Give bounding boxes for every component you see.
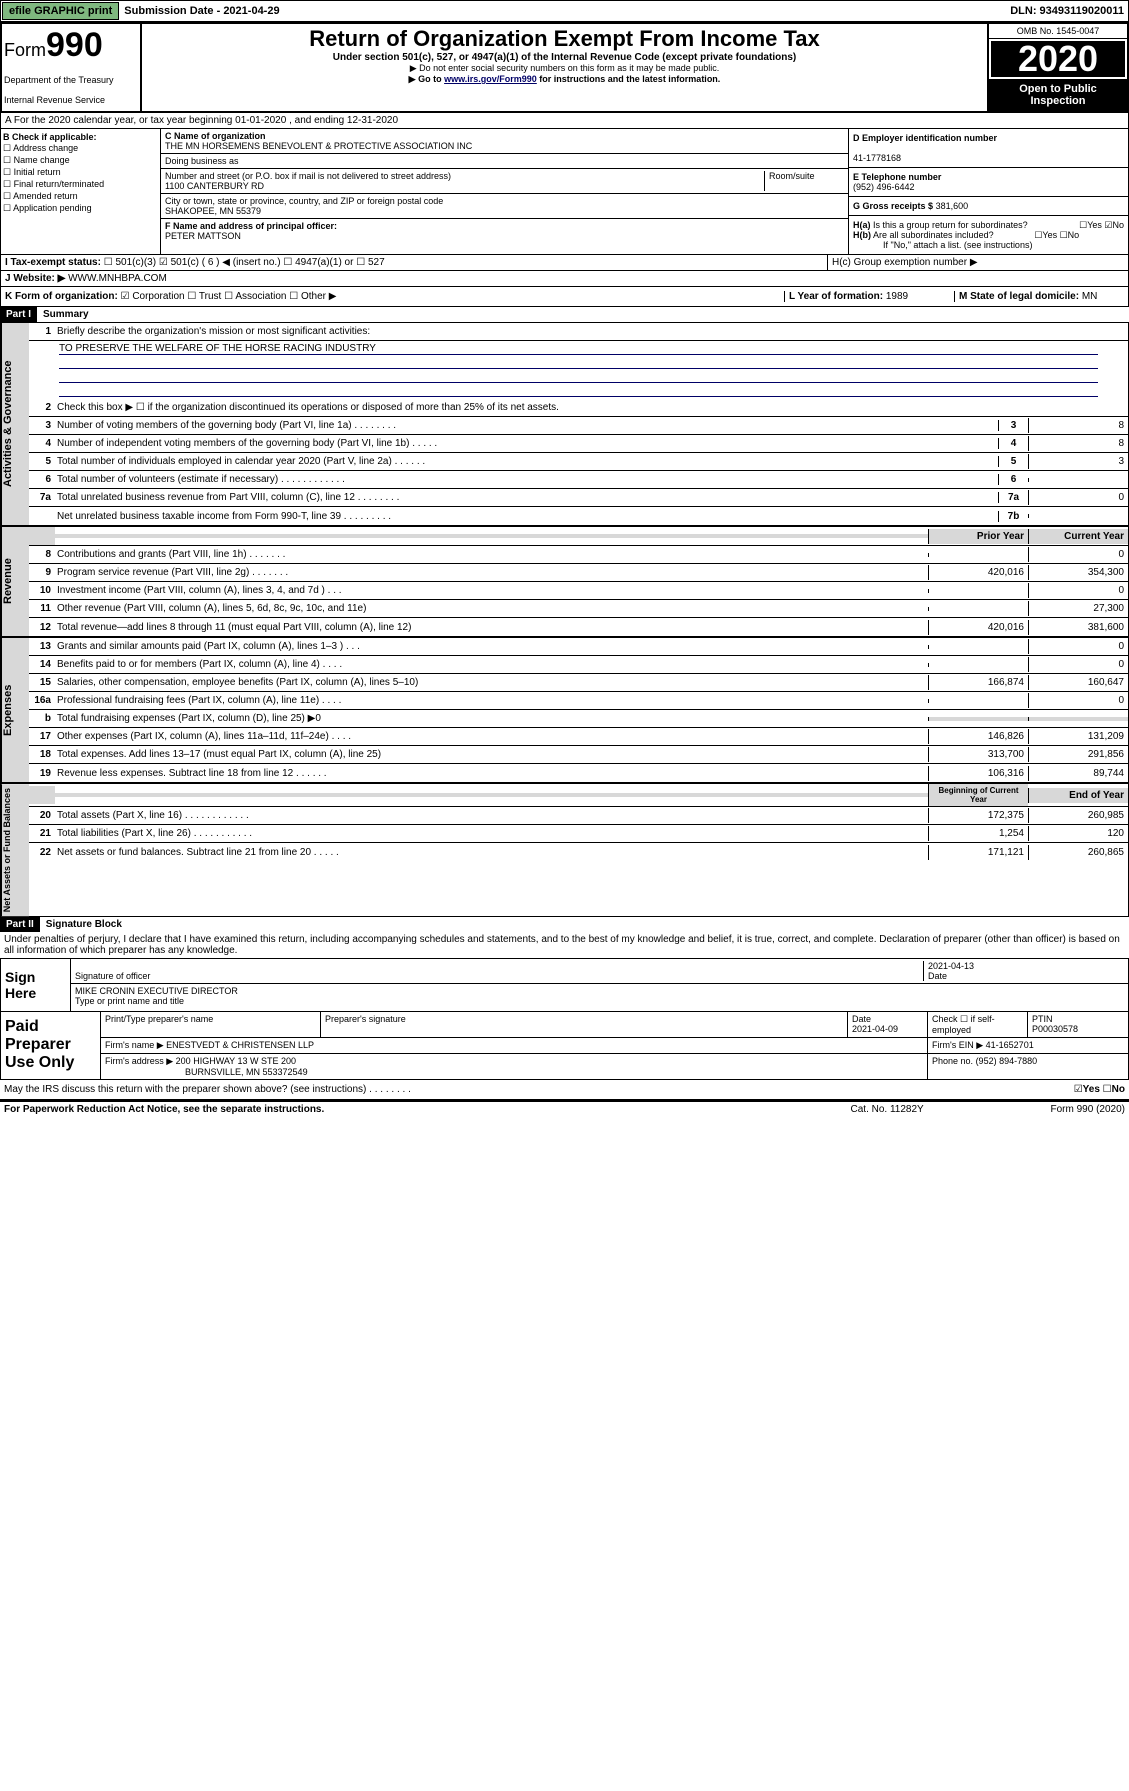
website[interactable]: WWW.MNHBPA.COM <box>68 273 167 284</box>
line-12: 12Total revenue—add lines 8 through 11 (… <box>29 618 1128 636</box>
line-9: 9Program service revenue (Part VIII, lin… <box>29 564 1128 582</box>
line-20: 20Total assets (Part X, line 16) . . . .… <box>29 807 1128 825</box>
form-number: Form990 <box>4 26 138 65</box>
open-public: Open to PublicInspection <box>989 79 1127 111</box>
line-21: 21Total liabilities (Part X, line 26) . … <box>29 825 1128 843</box>
dln: DLN: 93493119020011 <box>1010 5 1128 17</box>
top-bar: efile GRAPHIC print Submission Date - 20… <box>0 0 1129 22</box>
section-expenses: Expenses 13Grants and similar amounts pa… <box>0 637 1129 783</box>
subtitle-2: ▶ Do not enter social security numbers o… <box>146 63 983 74</box>
line-8: 8Contributions and grants (Part VIII, li… <box>29 546 1128 564</box>
line-6: 6Total number of volunteers (estimate if… <box>29 471 1128 489</box>
perjury: Under penalties of perjury, I declare th… <box>0 932 1129 958</box>
footer: For Paperwork Reduction Act Notice, see … <box>0 1101 1129 1117</box>
signature-block: Sign Here Signature of officer2021-04-13… <box>0 958 1129 1080</box>
row-i: I Tax-exempt status: ☐ 501(c)(3) ☑ 501(c… <box>0 255 1129 271</box>
line-18: 18Total expenses. Add lines 13–17 (must … <box>29 746 1128 764</box>
subtitle-1: Under section 501(c), 527, or 4947(a)(1)… <box>146 52 983 63</box>
line-22: 22Net assets or fund balances. Subtract … <box>29 843 1128 861</box>
line-19: 19Revenue less expenses. Subtract line 1… <box>29 764 1128 782</box>
row-j: J Website: ▶ WWW.MNHBPA.COM <box>0 271 1129 287</box>
line-: Net unrelated business taxable income fr… <box>29 507 1128 525</box>
ein: 41-1778168 <box>853 153 901 163</box>
org-name: THE MN HORSEMENS BENEVOLENT & PROTECTIVE… <box>165 141 472 151</box>
irs-link[interactable]: www.irs.gov/Form990 <box>444 74 537 84</box>
org-city: SHAKOPEE, MN 55379 <box>165 206 261 216</box>
line-4: 4Number of independent voting members of… <box>29 435 1128 453</box>
gross-receipts: 381,600 <box>936 201 969 211</box>
section-revenue: Revenue Prior YearCurrent Year 8Contribu… <box>0 526 1129 637</box>
paid-preparer-label: Paid Preparer Use Only <box>1 1012 101 1079</box>
sub-date: Submission Date - 2021-04-29 <box>120 5 283 17</box>
section-netassets: Net Assets or Fund Balances Beginning of… <box>0 783 1129 917</box>
signer-name: MIKE CRONIN EXECUTIVE DIRECTOR <box>75 986 238 996</box>
line-5: 5Total number of individuals employed in… <box>29 453 1128 471</box>
discuss-row: May the IRS discuss this return with the… <box>0 1080 1129 1101</box>
subtitle-3: ▶ Go to www.irs.gov/Form990 for instruct… <box>146 74 983 85</box>
line-17: 17Other expenses (Part IX, column (A), l… <box>29 728 1128 746</box>
mission: TO PRESERVE THE WELFARE OF THE HORSE RAC… <box>59 343 1098 355</box>
irs: Internal Revenue Service <box>4 95 138 105</box>
main-title: Return of Organization Exempt From Incom… <box>146 26 983 52</box>
line-16a: 16aProfessional fundraising fees (Part I… <box>29 692 1128 710</box>
meta-grid: B Check if applicable: ☐ Address change … <box>0 129 1129 255</box>
phone: (952) 496-6442 <box>853 182 915 192</box>
line-15: 15Salaries, other compensation, employee… <box>29 674 1128 692</box>
line-b: bTotal fundraising expenses (Part IX, co… <box>29 710 1128 728</box>
tax-year: 2020 <box>991 41 1125 77</box>
line-3: 3Number of voting members of the governi… <box>29 417 1128 435</box>
firm-name: ENESTVEDT & CHRISTENSEN LLP <box>166 1040 314 1050</box>
line-13: 13Grants and similar amounts paid (Part … <box>29 638 1128 656</box>
omb: OMB No. 1545-0047 <box>989 24 1127 39</box>
org-addr: 1100 CANTERBURY RD <box>165 181 264 191</box>
section-activities: Activities & Governance 1Briefly describ… <box>0 322 1129 526</box>
section-b: B Check if applicable: ☐ Address change … <box>1 129 161 254</box>
hc: H(c) Group exemption number ▶ <box>828 255 1128 270</box>
line-10: 10Investment income (Part VIII, column (… <box>29 582 1128 600</box>
dept: Department of the Treasury <box>4 75 138 85</box>
form-header: Form990 Department of the Treasury Inter… <box>0 22 1129 113</box>
row-k: K Form of organization: ☑ Corporation ☐ … <box>0 287 1129 307</box>
officer: PETER MATTSON <box>165 231 241 241</box>
line-7a: 7aTotal unrelated business revenue from … <box>29 489 1128 507</box>
line-14: 14Benefits paid to or for members (Part … <box>29 656 1128 674</box>
efile-btn[interactable]: efile GRAPHIC print <box>2 2 119 20</box>
line-11: 11Other revenue (Part VIII, column (A), … <box>29 600 1128 618</box>
part2-header: Part IISignature Block <box>0 917 1129 932</box>
row-a: A For the 2020 calendar year, or tax yea… <box>0 113 1129 129</box>
part1-header: Part ISummary <box>0 307 1129 322</box>
